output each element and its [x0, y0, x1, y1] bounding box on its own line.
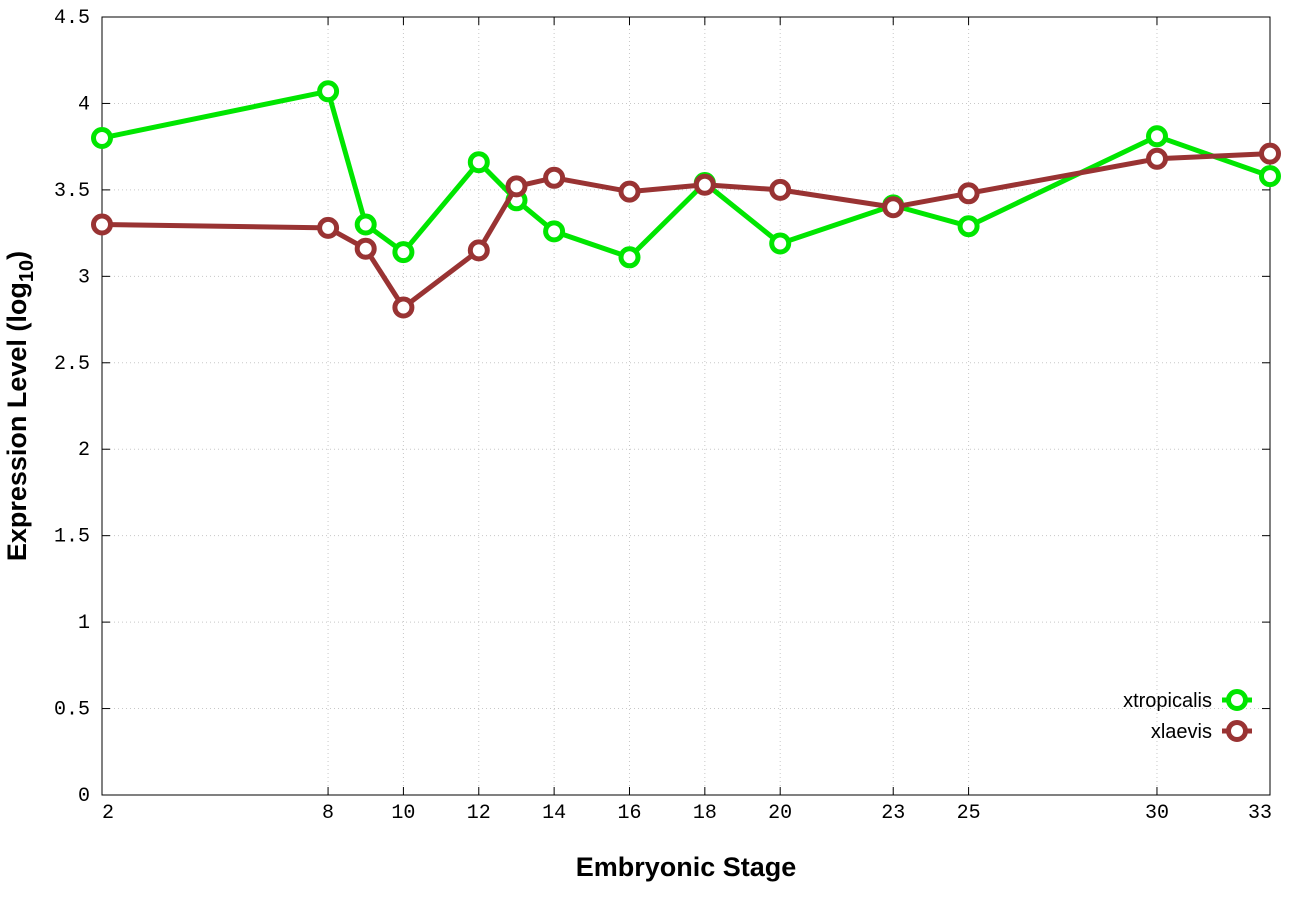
y-axis-title: Expression Level (log10) — [2, 251, 38, 561]
data-point — [317, 216, 340, 239]
data-point — [769, 232, 792, 255]
data-point — [543, 166, 566, 189]
data-point — [467, 151, 490, 174]
y-tick-label: 1.5 — [54, 526, 90, 549]
y-tick-label: 0 — [78, 785, 90, 808]
grid — [102, 17, 1270, 795]
y-axis-title-main: Expression Level (log — [2, 282, 32, 561]
data-point — [317, 80, 340, 103]
axis-ticks: 0 0.5 1 1.5 2 2.5 3 3.5 4 4.5 2 8 10 12 14 16 18 20 23 25 30… — [54, 7, 1272, 825]
x-tick-label: 10 — [391, 802, 415, 825]
legend: xtropicalis xlaevis — [1123, 689, 1252, 743]
y-tick-label: 3 — [78, 266, 90, 289]
data-point — [91, 213, 113, 236]
series-xtropicalis — [91, 80, 1281, 269]
x-tick-label: 12 — [467, 802, 491, 825]
data-point — [1146, 147, 1168, 170]
x-tick-label: 30 — [1145, 802, 1169, 825]
data-point — [957, 215, 980, 238]
y-tick-label: 2.5 — [54, 353, 90, 376]
y-tick-label: 4.5 — [54, 7, 90, 30]
y-axis-title-subscript: 10 — [16, 260, 38, 282]
data-point — [467, 239, 490, 262]
data-point — [769, 178, 792, 201]
y-tick-label: 4 — [78, 93, 90, 116]
data-point — [543, 220, 566, 243]
y-axis-title-close: ) — [2, 251, 32, 260]
x-tick-label: 16 — [617, 802, 641, 825]
data-point — [618, 246, 641, 269]
legend-swatch-marker — [1226, 689, 1248, 711]
x-tick-label: 2 — [102, 802, 114, 825]
y-tick-label: 0.5 — [54, 699, 90, 722]
legend-entry-xtropicalis: xtropicalis — [1123, 689, 1252, 712]
y-tick-label: 3.5 — [54, 180, 90, 203]
series-xlaevis — [91, 142, 1281, 319]
y-tick-label: 2 — [78, 439, 90, 462]
plot-frame — [101, 16, 1271, 796]
legend-label: xlaevis — [1151, 721, 1212, 743]
data-point — [618, 180, 641, 203]
data-point — [392, 241, 415, 264]
data-point — [693, 173, 716, 196]
data-point — [354, 213, 377, 236]
data-point — [882, 196, 905, 219]
x-tick-label: 23 — [881, 802, 905, 825]
x-axis-title: Embryonic Stage — [576, 852, 797, 882]
series-line-xlaevis — [99, 151, 1273, 310]
x-tick-label: 25 — [957, 802, 981, 825]
x-tick-label: 20 — [768, 802, 792, 825]
data-point — [354, 237, 377, 260]
series-layer — [91, 80, 1281, 319]
data-point — [91, 127, 113, 149]
data-point — [1259, 165, 1281, 188]
x-tick-label: 18 — [693, 802, 717, 825]
series-line-xtropicalis — [99, 88, 1273, 260]
data-point — [505, 175, 528, 198]
x-tick-label: 14 — [542, 802, 566, 825]
legend-swatch-marker — [1226, 720, 1248, 742]
y-tick-label: 1 — [78, 612, 90, 635]
data-point — [1259, 142, 1281, 165]
x-tick-label: 33 — [1248, 802, 1272, 825]
legend-label: xtropicalis — [1123, 690, 1212, 712]
data-point — [392, 296, 415, 319]
x-tick-label: 8 — [322, 802, 334, 825]
legend-entry-xlaevis: xlaevis — [1151, 720, 1252, 743]
data-point — [1146, 125, 1168, 148]
data-point — [957, 182, 980, 205]
